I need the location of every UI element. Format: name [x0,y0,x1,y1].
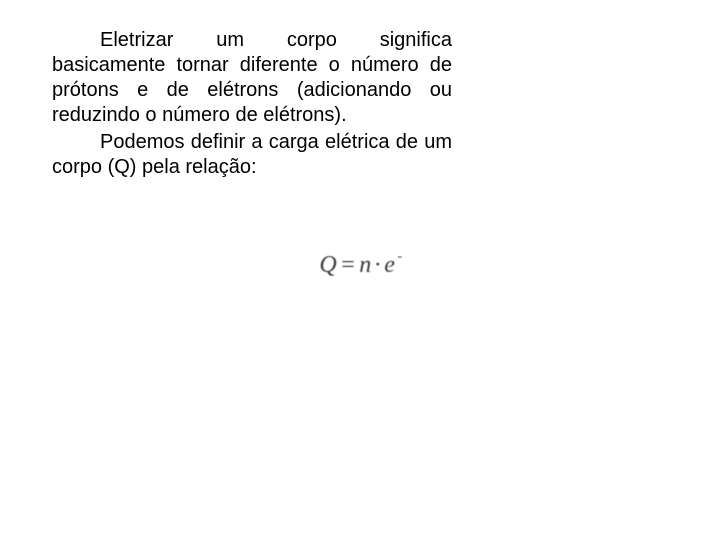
formula-e: e [384,252,395,278]
formula-eq: = [337,252,359,278]
body-text-block: Eletrizar um corpo significa basicamente… [52,28,452,182]
formula: Q=n·e- [319,252,400,279]
paragraph-1: Eletrizar um corpo significa basicamente… [52,28,452,128]
paragraph-2: Podemos definir a carga elétrica de um c… [52,130,452,180]
formula-dot: · [372,252,385,278]
formula-n: n [359,252,372,278]
formula-lhs: Q [319,252,337,278]
slide: Eletrizar um corpo significa basicamente… [0,0,720,540]
formula-sup: - [397,249,402,264]
formula-row: Q=n·e- [0,252,720,279]
